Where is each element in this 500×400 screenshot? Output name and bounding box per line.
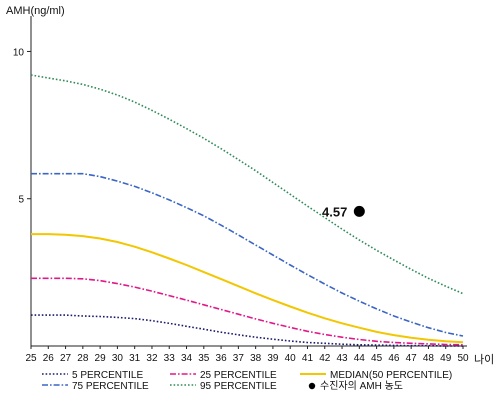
legend-label-1: 25 PERCENTILE xyxy=(200,370,277,381)
legend-label-4: 95 PERCENTILE xyxy=(200,381,277,392)
x-axis-title: 나이 xyxy=(474,353,494,366)
x-tick-label: 50 xyxy=(457,353,469,364)
x-tick-label: 47 xyxy=(406,353,418,364)
y-axis-title: AMH(ng/ml) xyxy=(6,5,65,17)
x-tick-label: 46 xyxy=(388,353,400,364)
x-tick-label: 29 xyxy=(95,353,107,364)
legend-label-2: MEDIAN(50 PERCENTILE) xyxy=(330,370,452,381)
x-tick-label: 48 xyxy=(423,353,435,364)
x-tick-label: 36 xyxy=(216,353,228,364)
x-tick-label: 25 xyxy=(25,353,37,364)
x-tick-label: 28 xyxy=(77,353,89,364)
marker-layer: 4.57 xyxy=(322,204,365,219)
x-tick-label: 40 xyxy=(285,353,297,364)
x-tick-label: 49 xyxy=(440,353,452,364)
x-tick-label: 32 xyxy=(146,353,158,364)
x-tick-label: 44 xyxy=(354,353,366,364)
patient-amh-point xyxy=(353,205,365,217)
x-tick-label: 31 xyxy=(129,353,141,364)
legend-marker-dot xyxy=(308,382,316,390)
x-tick-label: 41 xyxy=(302,353,314,364)
patient-amh-value-label: 4.57 xyxy=(322,204,347,219)
x-tick-label: 43 xyxy=(336,353,348,364)
x-tick-label: 38 xyxy=(250,353,262,364)
y-tick-label: 5 xyxy=(18,195,24,206)
x-tick-label: 34 xyxy=(181,353,193,364)
x-tick-label: 37 xyxy=(233,353,245,364)
series-line-3 xyxy=(31,172,464,337)
legend-marker-label: 수진자의 AMH 농도 xyxy=(320,380,403,392)
x-tick-label: 35 xyxy=(198,353,210,364)
x-tick-label: 42 xyxy=(319,353,331,364)
series-line-2 xyxy=(31,233,464,344)
x-tick-label: 26 xyxy=(43,353,55,364)
x-tick-label: 33 xyxy=(164,353,176,364)
legend: 5 PERCENTILE 25 PERCENTILE MEDIAN(50 PERCE… xyxy=(42,370,452,392)
legend-label-0: 5 PERCENTILE xyxy=(72,370,143,381)
x-tick-label: 45 xyxy=(371,353,383,364)
legend-label-3: 75 PERCENTILE xyxy=(72,381,149,392)
axes: 5 10 25 26 27 28 29 30 31 32 33 34 35 36 37 38 39 40 41 42 4… xyxy=(13,16,469,364)
x-tick-label: 39 xyxy=(267,353,279,364)
y-tick-label: 10 xyxy=(13,47,25,58)
series-line-0 xyxy=(31,314,463,347)
series-line-4 xyxy=(30,74,464,295)
series-layer xyxy=(30,74,464,347)
series-line-1 xyxy=(31,277,464,346)
x-tick-label: 27 xyxy=(60,353,72,364)
x-tick-label: 30 xyxy=(112,353,124,364)
